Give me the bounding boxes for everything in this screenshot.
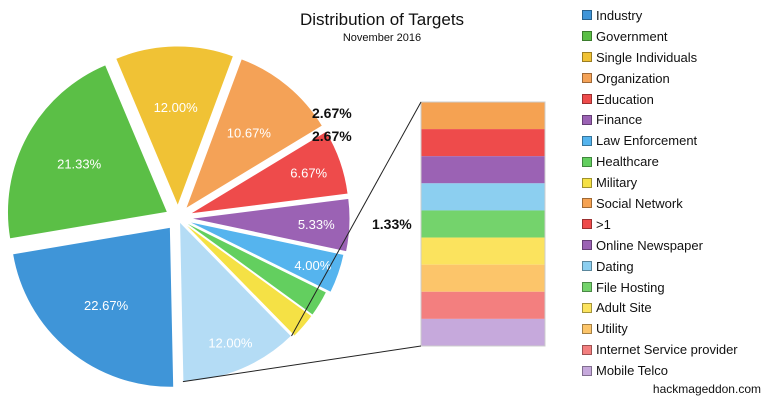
legend-swatch bbox=[582, 261, 592, 272]
legend-label: Online Newspaper bbox=[596, 237, 703, 253]
legend-swatch bbox=[582, 94, 592, 104]
connector-line-bottom bbox=[182, 345, 422, 383]
slice-label-healthcare: 2.67% bbox=[312, 105, 352, 121]
slice-label-other: 12.00% bbox=[208, 336, 253, 351]
bar-segment-mobile-telco bbox=[421, 318, 545, 346]
legend-label: Mobile Telco bbox=[596, 363, 669, 379]
legend-item: Utility bbox=[582, 318, 768, 339]
pie-slice-finance bbox=[189, 197, 351, 253]
legend-label: >1 bbox=[596, 216, 611, 232]
breakdown-value-label: 1.33% bbox=[372, 216, 412, 232]
bar-segment-file-hosting bbox=[421, 210, 545, 238]
legend-item: Online Newspaper bbox=[582, 235, 768, 256]
bar-border bbox=[420, 101, 546, 347]
bar-segment-dating bbox=[421, 183, 545, 211]
slice-label-industry: 22.67% bbox=[84, 298, 129, 313]
legend-swatch bbox=[582, 114, 592, 125]
legend-label: Social Network bbox=[596, 195, 683, 211]
pie-slice-military bbox=[182, 221, 313, 337]
legend-item: Education bbox=[582, 89, 768, 110]
legend-label: Finance bbox=[596, 112, 643, 128]
legend-swatch bbox=[582, 31, 592, 42]
legend-label: Military bbox=[596, 175, 638, 191]
legend-swatch bbox=[582, 73, 592, 84]
breakdown-bar: 1.33% bbox=[182, 101, 546, 383]
legend-label: Government bbox=[596, 28, 668, 44]
legend-label: Single Individuals bbox=[596, 49, 698, 65]
legend-swatch bbox=[582, 344, 592, 355]
chart-title: Distribution of Targets bbox=[300, 10, 464, 29]
legend-label: Dating bbox=[596, 258, 634, 274]
credit-text: hackmageddon.com bbox=[652, 382, 761, 396]
legend-item: Organization bbox=[582, 68, 768, 89]
legend-swatch bbox=[582, 302, 592, 313]
legend-item: Industry bbox=[582, 5, 768, 26]
pie-slice-law-enforcement bbox=[187, 220, 345, 294]
bar-segment-internet-service-provider bbox=[421, 291, 545, 319]
legend-swatch bbox=[582, 10, 592, 21]
bar-segment-social-network bbox=[421, 102, 545, 130]
legend-label: Adult Site bbox=[596, 300, 652, 316]
connector-line-top bbox=[291, 101, 422, 337]
bar-segment-1 bbox=[421, 129, 545, 157]
legend-swatch bbox=[582, 177, 592, 188]
chart-subtitle: November 2016 bbox=[343, 32, 421, 44]
legend-item: Single Individuals bbox=[582, 47, 768, 68]
legend-label: File Hosting bbox=[596, 279, 665, 295]
legend-item: Government bbox=[582, 26, 768, 47]
slice-label-finance: 5.33% bbox=[298, 217, 335, 232]
slice-label-education: 6.67% bbox=[290, 165, 327, 180]
pie-slice-industry bbox=[12, 226, 175, 388]
legend-label: Industry bbox=[596, 7, 643, 23]
legend-item: Adult Site bbox=[582, 297, 768, 318]
slice-label-military: 2.67% bbox=[312, 128, 352, 144]
legend-swatch bbox=[582, 365, 592, 376]
legend: Industry Government Single Individuals Orga… bbox=[582, 5, 768, 381]
legend-label: Organization bbox=[596, 70, 670, 86]
legend-item: Social Network bbox=[582, 193, 768, 214]
pie-slice-organization bbox=[184, 58, 324, 210]
legend-swatch bbox=[582, 198, 592, 209]
legend-item: Mobile Telco bbox=[582, 360, 768, 381]
legend-label: Utility bbox=[596, 321, 628, 337]
bar-segment-online-newspaper bbox=[421, 156, 545, 184]
legend-label: Healthcare bbox=[596, 154, 659, 170]
pie-slice-government bbox=[7, 64, 169, 240]
legend-item: Military bbox=[582, 172, 768, 193]
legend-item: Finance bbox=[582, 109, 768, 130]
legend-swatch bbox=[582, 52, 592, 63]
legend-swatch bbox=[582, 219, 592, 230]
bar-segment-adult-site bbox=[421, 237, 545, 265]
legend-item: >1 bbox=[582, 214, 768, 235]
legend-label: Education bbox=[596, 91, 654, 107]
legend-swatch bbox=[582, 135, 592, 146]
pie-slice-education bbox=[189, 130, 349, 215]
bar-segment-utility bbox=[421, 264, 545, 292]
legend-swatch bbox=[582, 156, 592, 167]
legend-swatch bbox=[582, 282, 592, 293]
slice-label-law-enforcement: 4.00% bbox=[294, 258, 331, 273]
legend-label: Internet Service provider bbox=[596, 342, 738, 358]
slice-label-single-individuals: 12.00% bbox=[154, 100, 199, 115]
legend-item: Healthcare bbox=[582, 151, 768, 172]
legend-swatch bbox=[582, 240, 592, 251]
legend-item: Dating bbox=[582, 256, 768, 277]
pie-slice-healthcare bbox=[182, 220, 328, 316]
slice-label-organization: 10.67% bbox=[227, 125, 272, 140]
slice-label-government: 21.33% bbox=[57, 157, 102, 172]
legend-label: Law Enforcement bbox=[596, 133, 698, 149]
pie: 22.67% 21.33% 12.00% 10.67% 6.67% 5.33% 4.00% 2… bbox=[7, 45, 352, 388]
pie-slice-single-individuals bbox=[115, 45, 235, 208]
legend-swatch bbox=[582, 323, 592, 334]
legend-item: File Hosting bbox=[582, 277, 768, 298]
pie-slice-other bbox=[179, 220, 293, 383]
legend-item: Internet Service provider bbox=[582, 339, 768, 360]
legend-item: Law Enforcement bbox=[582, 130, 768, 151]
